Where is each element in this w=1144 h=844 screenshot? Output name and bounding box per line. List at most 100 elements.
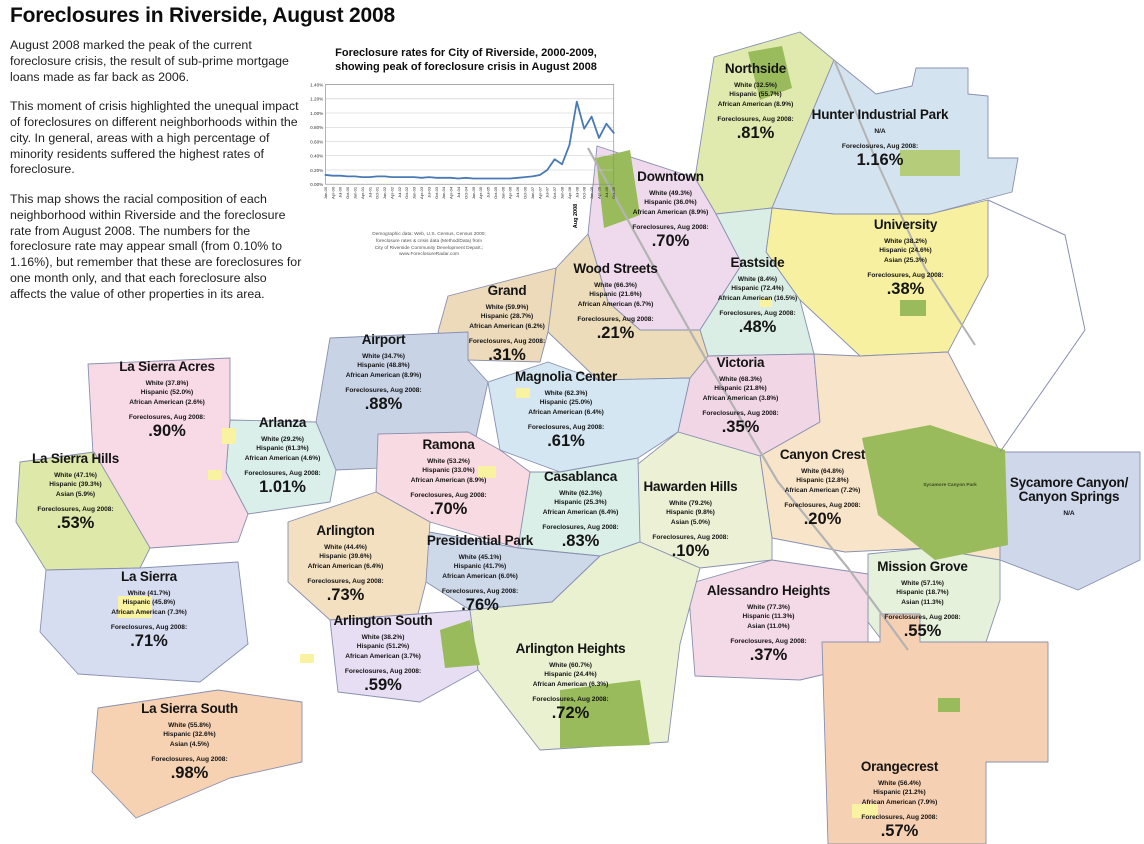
x-tick-label: Oct-04 <box>463 186 468 199</box>
neighborhood-name: Arlington South <box>333 613 433 628</box>
freeway-line <box>834 61 976 346</box>
neighborhood-stats: White (57.1%) Hispanic (18.7%) Asian (11.3… <box>896 580 949 606</box>
neighborhood-arlington-south: Arlington South White (38.2%) Hispanic (5… <box>318 613 448 695</box>
foreclosure-rate-line <box>324 100 615 180</box>
neighborhood-name: Grand <box>487 283 527 298</box>
neighborhood-stats: White (38.2%) Hispanic (24.6%) Asian (25.3… <box>879 238 932 264</box>
neighborhood-stats: White (66.3%) Hispanic (21.6%) African Ame… <box>577 282 654 308</box>
foreclosure-label: Foreclosures, Aug 2008: <box>441 587 519 595</box>
foreclosure-label: Foreclosures, Aug 2008: <box>784 501 861 509</box>
neighborhood-stats: White (29.2%) Hispanic (61.3%) African Ame… <box>244 436 321 462</box>
x-tick-label: Oct-05 <box>493 186 498 199</box>
field-patch <box>760 298 772 307</box>
neighborhood-name: La Sierra <box>121 569 177 584</box>
foreclosure-rate: .61% <box>547 431 585 450</box>
x-tick-label: Oct-06 <box>523 186 528 199</box>
neighborhood-la-sierra-acres: La Sierra Acres White (37.8%) Hispanic (5… <box>93 359 241 441</box>
x-tick-label: Jan-09 <box>589 186 594 199</box>
foreclosure-rate: .70% <box>429 499 468 518</box>
foreclosure-label: Foreclosures, Aug 2008: <box>345 386 422 394</box>
y-tick-label: 1.20% <box>310 96 323 101</box>
foreclosure-label: Foreclosures, Aug 2008: <box>110 623 188 631</box>
foreclosure-label: Foreclosures, Aug 2008: <box>730 637 807 645</box>
x-tick-label: Oct-07 <box>552 186 557 199</box>
neighborhood-arlanza: Arlanza White (29.2%) Hispanic (61.3%) Afr… <box>220 415 345 497</box>
region-la-sierra <box>39 561 249 683</box>
neighborhood-stats: N/A <box>874 128 886 136</box>
foreclosure-label: Foreclosures, Aug 2008: <box>841 143 919 151</box>
neighborhood-stats: White (8.4%) Hispanic (72.4%) African Amer… <box>717 276 798 302</box>
park-patch <box>440 620 480 668</box>
neighborhood-stats: White (55.8%) Hispanic (32.6%) Asian (4.5%… <box>163 722 216 748</box>
foreclosure-label: Foreclosures, Aug 2008: <box>344 667 422 675</box>
y-tick-label: 1.00% <box>310 110 323 115</box>
neighborhood-stats: White (49.3%) Hispanic (36.0%) African Ame… <box>632 190 709 216</box>
neighborhood-stats: White (38.2%) Hispanic (51.2%) African Ame… <box>345 634 421 660</box>
park-patch <box>560 680 650 748</box>
neighborhood-stats: White (32.5%) Hispanic (55.7%) African Ame… <box>717 82 794 108</box>
neighborhood-stats: White (62.3%) Hispanic (25.0%) African Ame… <box>528 390 604 416</box>
foreclosure-rate: .81% <box>736 123 775 142</box>
field-patch <box>300 654 314 663</box>
neighborhood-name: Arlington Heights <box>515 641 626 656</box>
foreclosure-rate: .37% <box>749 645 788 664</box>
foreclosure-rate: .76% <box>461 595 499 614</box>
neighborhood-name: Alessandro Heights <box>706 583 831 598</box>
neighborhood-stats: White (34.7%) Hispanic (48.8%) African Ame… <box>345 353 422 379</box>
park-patch <box>748 46 792 100</box>
foreclosure-label: Foreclosures, Aug 2008: <box>632 223 709 231</box>
x-tick-label: Apr-06 <box>508 186 513 199</box>
chart-title: Foreclosure rates for City of Riverside,… <box>335 47 597 74</box>
neighborhood-name: Hawarden Hills <box>643 479 738 494</box>
neighborhood-la-sierra-hills: La Sierra Hills White (47.1%) Hispanic (3… <box>8 451 143 533</box>
neighborhood-name: Arlanza <box>258 415 307 430</box>
neighborhood-casablanca: Casablanca White (62.3%) Hispanic (25.3%)… <box>513 469 648 551</box>
y-tick-label: 1.40% <box>310 82 323 87</box>
x-tick-label: Oct-08 <box>582 186 587 199</box>
park-patch <box>900 300 926 316</box>
neighborhood-la-sierra-south: La Sierra South White (55.8%) Hispanic (3… <box>112 701 267 783</box>
foreclosure-label: Foreclosures, Aug 2008: <box>577 315 654 323</box>
neighborhood-stats: White (64.8%) Hispanic (12.8%) African Ame… <box>784 468 861 494</box>
x-tick-label: Jul-04 <box>456 186 461 198</box>
foreclosure-label: Foreclosures, Aug 2008: <box>542 523 619 531</box>
page-title: Foreclosures in Riverside, August 2008 <box>10 4 395 27</box>
region-la-sierra-south <box>91 689 303 819</box>
foreclosure-label: Foreclosures, Aug 2008: <box>527 423 605 431</box>
x-tick-label: Jan-06 <box>500 186 505 199</box>
neighborhood-stats: White (44.4%) Hispanic (39.6%) African Ame… <box>307 544 384 570</box>
x-tick-label: Apr-04 <box>449 186 454 199</box>
x-tick-label: Jan-02 <box>382 186 387 199</box>
foreclosure-rate: .21% <box>596 323 635 342</box>
foreclosure-label: Foreclosures, Aug 2008: <box>128 413 206 421</box>
foreclosure-rate: .59% <box>364 675 402 694</box>
neighborhood-victoria: Victoria White (68.3%) Hispanic (21.8%) Af… <box>678 355 803 437</box>
neighborhood-name: Airport <box>361 332 406 347</box>
neighborhood-mission-grove: Mission Grove White (57.1%) Hispanic (18.… <box>850 559 995 641</box>
foreclosure-rate: .71% <box>130 631 168 650</box>
neighborhood-name: University <box>873 217 938 232</box>
field-patch <box>222 428 236 444</box>
x-tick-label: Jul-07 <box>545 186 550 198</box>
x-tick-label: Jul-03 <box>426 186 431 198</box>
x-tick-label: Jan-01 <box>352 186 357 199</box>
y-tick-label: 0.60% <box>310 139 323 144</box>
neighborhood-orangecrest: Orangecrest White (56.4%) Hispanic (21.2%… <box>822 759 977 841</box>
chart-plot-area: 0.00% 0.20% 0.40% 0.60% 0.80% 1.00% 1.20% 1.40%… <box>310 82 616 228</box>
city-boundary-line <box>987 199 1086 453</box>
foreclosure-label: Foreclosures, Aug 2008: <box>861 813 938 821</box>
neighborhood-name: Eastside <box>730 255 785 270</box>
field-patch <box>516 388 530 398</box>
intro-paragraph: This map shows the racial composition of… <box>10 192 302 301</box>
neighborhood-stats: White (53.2%) Hispanic (33.0%) African Ame… <box>410 458 487 484</box>
foreclosure-label: Foreclosures, Aug 2008: <box>151 755 228 763</box>
neighborhood-name: Ramona <box>422 437 475 452</box>
x-tick-label: Apr-05 <box>478 186 483 199</box>
neighborhood-ramona: Ramona White (53.2%) Hispanic (33.0%) Afri… <box>386 437 511 519</box>
neighborhood-name: Magnolia Center <box>514 369 617 384</box>
neighborhood-university: University White (38.2%) Hispanic (24.6%)… <box>843 217 968 299</box>
intro-paragraph: August 2008 marked the peak of the curre… <box>10 38 289 84</box>
neighborhood-northside: Northside White (32.5%) Hispanic (55.7%) A… <box>693 61 818 143</box>
neighborhood-wood-streets: Wood Streets White (66.3%) Hispanic (21.6… <box>543 261 688 343</box>
